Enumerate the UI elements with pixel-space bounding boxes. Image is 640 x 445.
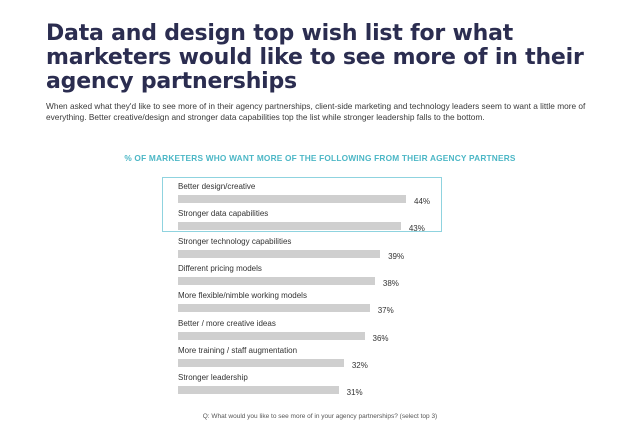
category-label: Stronger technology capabilities — [178, 236, 292, 246]
bar — [178, 358, 344, 367]
value-label: 36% — [372, 333, 389, 343]
value-label: 37% — [377, 306, 394, 316]
category-label: More flexible/nimble working models — [178, 291, 307, 301]
bar — [178, 331, 365, 340]
highlight-box — [162, 177, 442, 232]
bar — [178, 386, 339, 395]
category-label: More training / staff augmentation — [178, 345, 298, 355]
bar — [178, 249, 381, 258]
bar — [178, 304, 370, 313]
value-label: 39% — [388, 251, 405, 261]
category-label: Better design/creative — [178, 182, 256, 191]
page-subtitle: When asked what they'd like to see more … — [46, 101, 586, 122]
value-label: 44% — [414, 197, 431, 206]
value-label: 31% — [346, 388, 363, 398]
bar — [178, 276, 375, 285]
value-label: 32% — [351, 360, 368, 370]
category-label: Better / more creative ideas — [178, 318, 276, 328]
bar — [178, 195, 406, 203]
category-label: Stronger data capabilities — [178, 209, 269, 219]
chart-title: % OF MARKETERS WHO WANT MORE OF THE FOLL… — [124, 153, 516, 163]
bar — [178, 222, 401, 231]
page-title: Data and design top wish list for what m… — [46, 21, 584, 94]
footnote: Q: What would you like to see more of in… — [202, 413, 438, 420]
value-label: 43% — [408, 224, 425, 234]
category-label: Stronger leadership — [178, 373, 248, 383]
value-label: 38% — [382, 278, 399, 288]
category-label: Different pricing models — [178, 263, 262, 273]
